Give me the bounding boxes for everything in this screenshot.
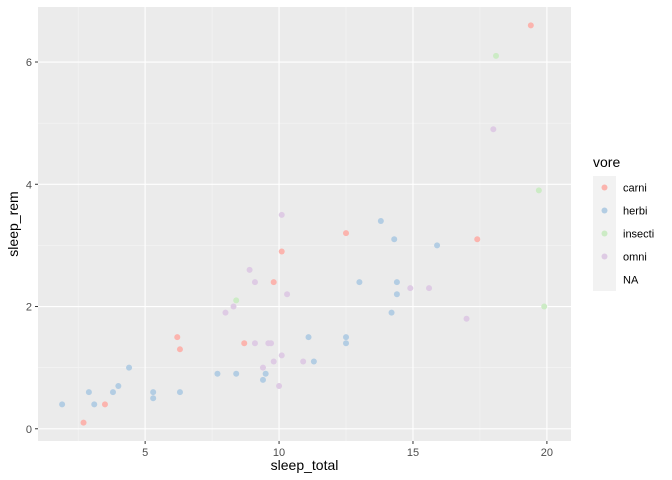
plot-panel — [38, 7, 571, 441]
point-carni — [241, 340, 248, 347]
point-carni — [101, 401, 108, 408]
point-insecti — [493, 52, 500, 59]
y-tick-label: 6 — [26, 57, 32, 69]
y-axis-ticks: 0 2 4 6 — [26, 57, 38, 436]
legend: vore carni herbi insecti omni NA — [593, 154, 654, 291]
legend-swatch-omni — [601, 253, 608, 260]
point-herbi — [343, 340, 350, 347]
x-tick-label: 5 — [142, 447, 148, 459]
y-tick-label: 2 — [26, 302, 32, 314]
point-herbi — [233, 370, 240, 377]
legend-label-NA: NA — [623, 275, 639, 287]
point-omni — [278, 211, 285, 218]
legend-swatch-insecti — [601, 230, 608, 237]
point-herbi — [214, 370, 221, 377]
point-omni — [230, 303, 237, 310]
point-herbi — [259, 376, 266, 383]
point-herbi — [377, 217, 384, 224]
point-omni — [407, 285, 414, 292]
legend-label-carni: carni — [623, 183, 647, 195]
point-herbi — [388, 309, 395, 316]
point-herbi — [176, 389, 183, 396]
point-insecti — [535, 187, 542, 194]
grid-lines — [38, 7, 571, 441]
legend-title: vore — [593, 154, 620, 170]
point-carni — [270, 279, 277, 286]
point-omni — [490, 126, 497, 133]
point-omni — [251, 279, 258, 286]
point-omni — [270, 358, 277, 365]
y-tick-label: 0 — [26, 424, 32, 436]
point-herbi — [391, 236, 398, 243]
legend-label-herbi: herbi — [623, 206, 647, 218]
point-herbi — [356, 279, 363, 286]
point-carni — [278, 248, 285, 255]
point-herbi — [126, 364, 133, 371]
point-herbi — [115, 382, 122, 389]
point-omni — [284, 291, 291, 298]
point-insecti — [233, 297, 240, 304]
point-carni — [174, 334, 181, 341]
legend-swatch-carni — [601, 184, 608, 191]
point-omni — [259, 364, 266, 371]
point-omni — [268, 340, 275, 347]
data-points — [59, 22, 548, 426]
point-carni — [474, 236, 481, 243]
point-herbi — [434, 242, 441, 249]
point-omni — [251, 340, 258, 347]
point-omni — [222, 309, 229, 316]
point-herbi — [150, 389, 157, 396]
point-carni — [527, 22, 534, 29]
point-omni — [278, 352, 285, 359]
point-herbi — [109, 389, 116, 396]
point-herbi — [59, 401, 66, 408]
y-axis-title: sleep_rem — [5, 191, 21, 256]
point-omni — [463, 315, 470, 322]
point-herbi — [85, 389, 92, 396]
point-herbi — [310, 358, 317, 365]
point-herbi — [305, 334, 312, 341]
legend-items: carni herbi insecti omni NA — [593, 176, 654, 291]
x-tick-label: 20 — [541, 447, 553, 459]
y-tick-label: 4 — [26, 179, 32, 191]
point-omni — [276, 382, 283, 389]
point-carni — [176, 346, 183, 353]
point-carni — [343, 230, 350, 237]
x-tick-label: 10 — [273, 447, 285, 459]
point-omni — [246, 266, 253, 273]
point-herbi — [393, 291, 400, 298]
point-carni — [80, 419, 87, 426]
point-omni — [426, 285, 433, 292]
legend-label-omni: omni — [623, 252, 647, 264]
x-axis-title: sleep_total — [271, 457, 339, 473]
legend-label-insecti: insecti — [623, 229, 654, 241]
legend-swatch-herbi — [601, 207, 608, 214]
legend-key-NA — [593, 268, 616, 291]
point-insecti — [541, 303, 548, 310]
x-tick-label: 15 — [407, 447, 419, 459]
point-herbi — [343, 334, 350, 341]
point-herbi — [91, 401, 98, 408]
x-axis-ticks: 5 10 15 20 — [142, 441, 553, 459]
point-herbi — [393, 279, 400, 286]
point-herbi — [262, 370, 269, 377]
point-omni — [300, 358, 307, 365]
point-herbi — [150, 395, 157, 402]
